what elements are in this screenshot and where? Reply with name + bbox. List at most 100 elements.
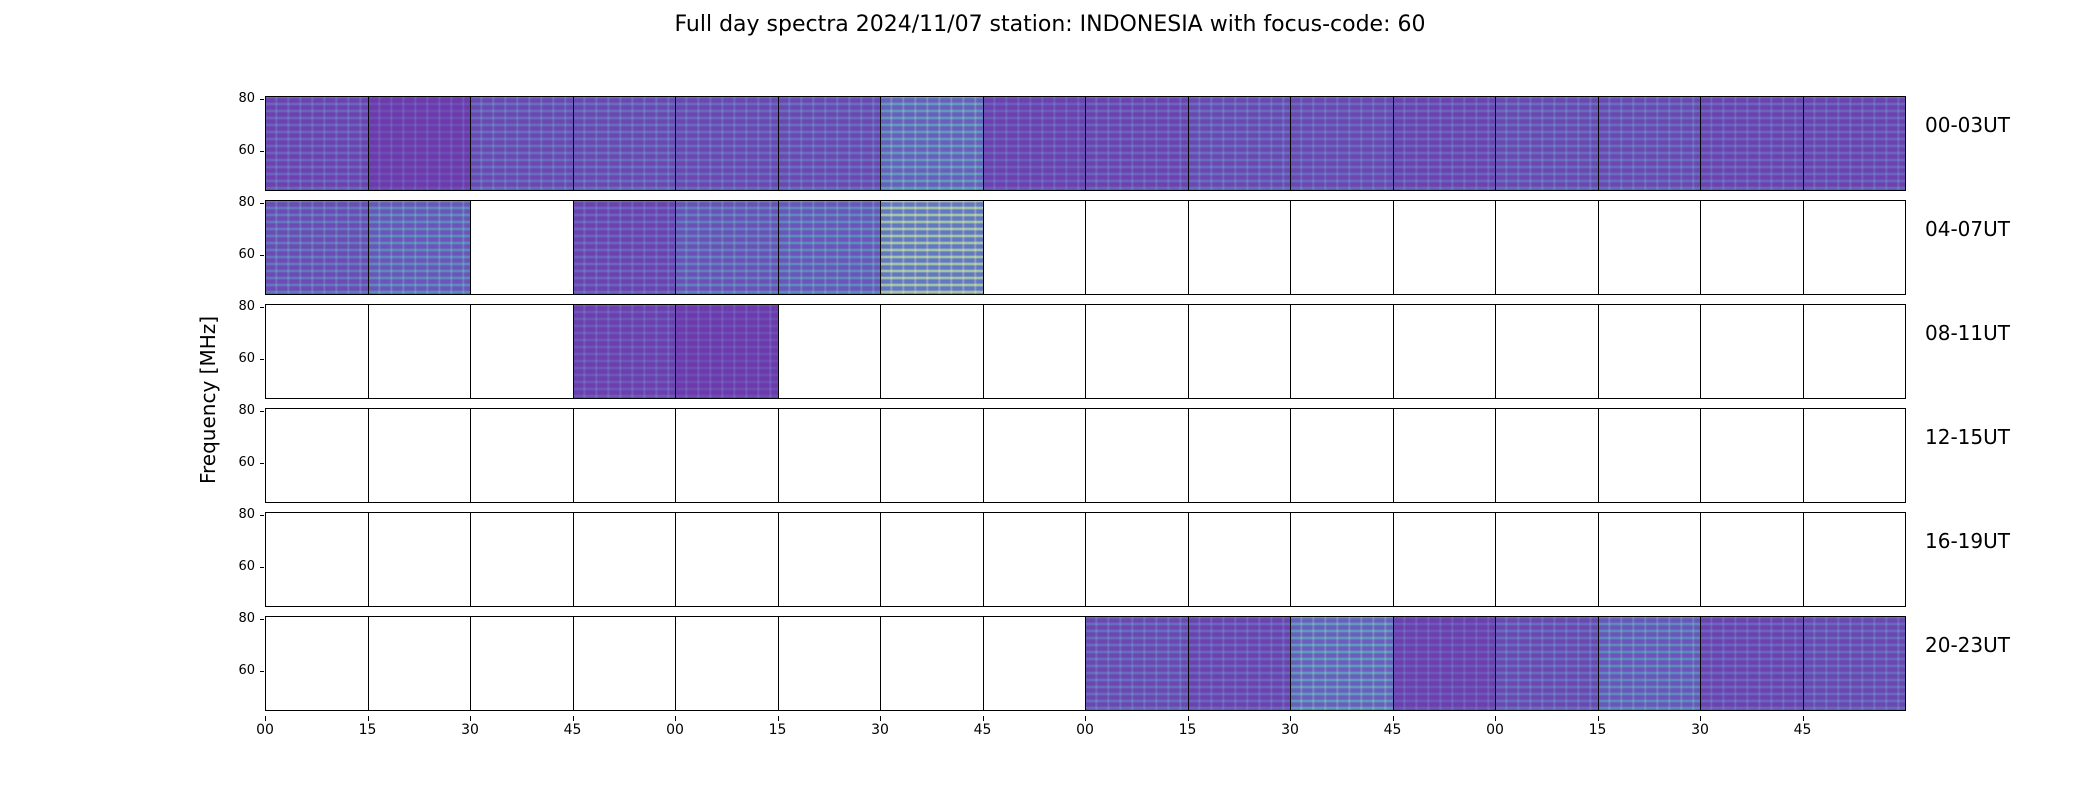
spectrum-panel <box>880 96 984 191</box>
empty-panel <box>265 512 369 607</box>
row-time-label: 00-03UT <box>1925 113 2010 137</box>
x-tick-label: 15 <box>768 722 787 738</box>
spectrum-panel <box>1085 96 1189 191</box>
x-tick-label: 00 <box>256 722 274 738</box>
spectra-row <box>265 96 1906 191</box>
empty-panel <box>982 512 1086 607</box>
empty-panel <box>265 616 369 711</box>
spectrum-panel <box>982 96 1086 191</box>
empty-panel <box>675 408 779 503</box>
spectrum-panel <box>777 200 881 295</box>
empty-panel <box>1495 512 1599 607</box>
y-tick-label: 80 <box>238 506 255 522</box>
empty-panel <box>1392 512 1496 607</box>
empty-panel <box>1700 200 1804 295</box>
spectrum-panel <box>1187 616 1291 711</box>
y-tick-mark <box>260 671 264 673</box>
empty-panel <box>777 408 881 503</box>
empty-panel <box>1495 304 1599 399</box>
x-tick-label: 00 <box>1486 722 1504 738</box>
spectrum-panel <box>1802 96 1906 191</box>
empty-panel <box>265 304 369 399</box>
empty-panel <box>367 408 471 503</box>
x-tick-mark <box>982 716 984 721</box>
spectrum-panel <box>1495 96 1599 191</box>
empty-panel <box>367 304 471 399</box>
empty-panel <box>1085 304 1189 399</box>
x-tick-mark <box>1392 716 1394 721</box>
y-tick-label: 60 <box>238 143 255 159</box>
empty-panel <box>1392 304 1496 399</box>
empty-panel <box>982 616 1086 711</box>
empty-panel <box>1802 408 1906 503</box>
spectrum-panel <box>1290 96 1394 191</box>
empty-panel <box>367 512 471 607</box>
spectrum-panel <box>1700 96 1804 191</box>
empty-panel <box>265 408 369 503</box>
empty-panel <box>1597 512 1701 607</box>
x-tick-mark <box>265 716 266 721</box>
x-tick-label: 45 <box>973 722 992 738</box>
empty-panel <box>1802 304 1906 399</box>
row-time-label: 08-11UT <box>1925 321 2010 345</box>
spectra-row <box>265 616 1906 711</box>
x-tick-mark <box>1085 716 1086 721</box>
spectrum-panel <box>880 200 984 295</box>
spectrum-panel <box>367 200 471 295</box>
empty-panel <box>470 616 574 711</box>
x-tick-label: 45 <box>563 722 582 738</box>
spectrum-panel <box>1392 96 1496 191</box>
y-tick-label: 80 <box>238 90 255 106</box>
x-tick-label: 30 <box>1281 722 1299 738</box>
y-tick-label: 80 <box>238 610 255 626</box>
spectra-row <box>265 200 1906 295</box>
spectrum-panel <box>1597 616 1701 711</box>
y-tick-label: 80 <box>238 402 255 418</box>
empty-panel <box>1290 304 1394 399</box>
empty-panel <box>1597 304 1701 399</box>
row-time-label: 16-19UT <box>1925 529 2010 553</box>
empty-panel <box>1085 408 1189 503</box>
spectrum-panel <box>572 200 676 295</box>
y-tick-label: 60 <box>238 247 255 263</box>
spectrum-panel <box>1495 616 1599 711</box>
empty-panel <box>1085 200 1189 295</box>
spectrum-panel <box>1290 616 1394 711</box>
x-tick-label: 15 <box>358 722 377 738</box>
spectrum-panel <box>1700 616 1804 711</box>
spectra-row <box>265 304 1906 399</box>
empty-panel <box>1700 304 1804 399</box>
empty-panel <box>470 512 574 607</box>
empty-panel <box>572 408 676 503</box>
empty-panel <box>982 408 1086 503</box>
empty-panel <box>367 616 471 711</box>
empty-panel <box>777 616 881 711</box>
spectrum-panel <box>367 96 471 191</box>
y-tick-mark <box>260 359 264 361</box>
x-tick-label: 30 <box>871 722 889 738</box>
empty-panel <box>470 408 574 503</box>
x-tick-mark <box>1597 716 1599 721</box>
x-tick-mark <box>470 716 471 721</box>
empty-panel <box>1700 512 1804 607</box>
spectrum-panel <box>1597 96 1701 191</box>
x-tick-mark <box>675 716 676 721</box>
y-tick-label: 60 <box>238 351 255 367</box>
y-tick-mark <box>260 567 264 569</box>
empty-panel <box>675 616 779 711</box>
x-tick-label: 30 <box>1691 722 1709 738</box>
x-tick-mark <box>777 716 779 721</box>
spectrum-panel <box>675 200 779 295</box>
empty-panel <box>572 616 676 711</box>
empty-panel <box>1597 408 1701 503</box>
spectrum-panel <box>777 96 881 191</box>
chart-title: Full day spectra 2024/11/07 station: IND… <box>674 12 1426 37</box>
y-tick-mark <box>260 255 264 257</box>
empty-panel <box>1187 408 1291 503</box>
x-tick-label: 00 <box>666 722 684 738</box>
empty-panel <box>1290 512 1394 607</box>
spectrum-panel <box>265 96 369 191</box>
empty-panel <box>880 512 984 607</box>
empty-panel <box>1085 512 1189 607</box>
y-tick-label: 60 <box>238 663 255 679</box>
